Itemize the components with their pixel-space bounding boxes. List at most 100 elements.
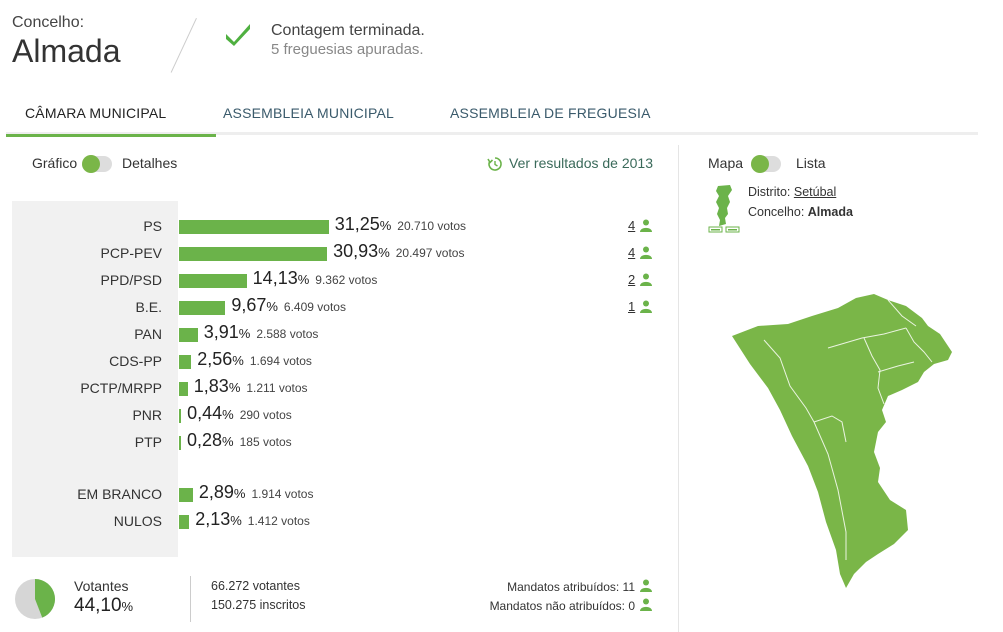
result-row: PCP-PEV 30,93% 20.497 votos 4: [12, 241, 652, 265]
seats-link[interactable]: 1: [628, 299, 636, 314]
result-percent: 31,25% 20.710 votos: [335, 214, 466, 235]
party-name: PNR: [132, 407, 162, 423]
percent-value: 9,67: [231, 295, 267, 315]
result-percent: 14,13% 9.362 votos: [253, 268, 378, 289]
view-toggle: Gráfico Detalhes: [32, 155, 177, 173]
result-percent: 30,93% 20.497 votos: [333, 241, 464, 262]
graph-option[interactable]: Gráfico: [32, 155, 78, 171]
turnout-label: Votantes: [74, 578, 129, 594]
result-bar: [179, 436, 181, 450]
result-percent: 2,89% 1.914 votos: [199, 482, 314, 503]
tab-assembleia-municipal[interactable]: ASSEMBLEIA MUNICIPAL: [223, 105, 395, 121]
view-switch[interactable]: [82, 155, 112, 173]
vote-count: 1.211 votos: [246, 381, 308, 395]
result-row: B.E. 9,67% 6.409 votos 1: [12, 295, 652, 319]
parishes-counted: 5 freguesias apuradas.: [271, 41, 424, 58]
party-name: PTP: [134, 434, 162, 450]
details-option[interactable]: Detalhes: [122, 155, 178, 171]
vote-count: 6.409 votos: [283, 300, 346, 314]
result-bar: [179, 515, 190, 529]
party-name: PS: [143, 218, 162, 234]
voters-count: 66.272 votantes: [211, 579, 300, 593]
party-name: B.E.: [135, 299, 162, 315]
vote-count: 1.914 votos: [251, 487, 314, 501]
party-name: CDS-PP: [109, 353, 162, 369]
result-bar: [179, 328, 198, 342]
district-label: Distrito:: [748, 185, 791, 199]
turnout-pie: [14, 578, 56, 625]
result-bar: [179, 488, 193, 502]
percent-value: 1,83: [193, 376, 229, 396]
portugal-mini-map[interactable]: [708, 184, 742, 239]
percent-value: 0,28: [187, 430, 223, 450]
council-info: Concelho: Almada: [748, 205, 853, 219]
seats-link[interactable]: 2: [628, 272, 636, 287]
labels-panel: [12, 201, 178, 557]
result-row: EM BRANCO 2,89% 1.914 votos: [12, 482, 652, 506]
checkmark-icon: [224, 22, 252, 51]
party-name: PPD/PSD: [100, 272, 162, 288]
almada-map[interactable]: [728, 292, 960, 595]
result-row: CDS-PP 2,56% 1.694 votos: [12, 349, 652, 373]
vote-count: 290 votos: [239, 408, 292, 422]
column-divider: [678, 145, 679, 632]
percent-value: 14,13: [252, 268, 298, 288]
header-divider: [170, 18, 197, 73]
vote-count: 1.412 votos: [247, 514, 310, 528]
percent-sign: %: [228, 380, 241, 395]
switch-knob: [82, 155, 100, 173]
tab-assembleia-freguesia[interactable]: ASSEMBLEIA DE FREGUESIA: [450, 105, 651, 121]
person-icon: [640, 219, 652, 232]
party-name: PAN: [134, 326, 162, 342]
history-icon: [487, 157, 502, 171]
switch-knob: [751, 155, 769, 173]
percent-sign: %: [222, 407, 234, 422]
turnout-percent-value: 44,10: [74, 595, 122, 616]
vote-count: 1.694 votos: [249, 354, 312, 368]
result-row: PAN 3,91% 2.588 votos: [12, 322, 652, 346]
council-label: Concelho:: [12, 14, 85, 31]
map-toggle: Mapa Lista: [708, 155, 826, 173]
percent-sign: %: [222, 434, 234, 449]
party-name: NULOS: [113, 513, 162, 529]
result-row: PTP 0,28% 185 votos: [12, 430, 652, 454]
percent-sign: %: [297, 272, 310, 287]
result-bar: [179, 220, 329, 234]
percent-value: 30,93: [333, 241, 379, 261]
percent-sign: %: [266, 299, 278, 314]
result-bar: [179, 355, 192, 369]
result-bar: [179, 301, 226, 315]
vote-count: 20.710 votos: [397, 219, 467, 233]
percent-value: 2,13: [195, 509, 231, 529]
percent-value: 31,25: [334, 214, 380, 234]
result-percent: 1,83% 1.211 votos: [194, 376, 308, 397]
percent-value: 3,91: [203, 322, 239, 342]
result-percent: 0,44% 290 votos: [187, 403, 292, 424]
party-name: PCP-PEV: [100, 245, 162, 261]
result-bar: [179, 409, 182, 423]
seats-link[interactable]: 4: [628, 218, 636, 233]
election-tabs: CÂMARA MUNICIPAL ASSEMBLEIA MUNICIPAL AS…: [6, 100, 978, 137]
percent-sign: %: [121, 599, 134, 614]
result-bar: [179, 274, 247, 288]
percent-sign: %: [378, 245, 390, 260]
percent-sign: %: [233, 486, 246, 501]
district-link[interactable]: Setúbal: [793, 185, 837, 199]
map-option[interactable]: Mapa: [708, 155, 744, 171]
list-option[interactable]: Lista: [796, 155, 826, 171]
percent-sign: %: [379, 218, 392, 233]
tab-label: CÂMARA MUNICIPAL: [25, 105, 167, 121]
map-switch[interactable]: [751, 155, 781, 173]
vote-count: 20.497 votos: [395, 246, 465, 260]
tab-camara-municipal[interactable]: CÂMARA MUNICIPAL: [6, 105, 216, 137]
seats-link[interactable]: 4: [628, 245, 636, 260]
percent-value: 0,44: [187, 403, 223, 423]
party-name: EM BRANCO: [77, 486, 162, 502]
result-row: NULOS 2,13% 1.412 votos: [12, 509, 652, 533]
percent-value: 2,56: [197, 349, 233, 369]
council-info-name: Almada: [807, 205, 853, 219]
result-percent: 3,91% 2.588 votos: [204, 322, 319, 343]
result-row: PPD/PSD 14,13% 9.362 votos 2: [12, 268, 652, 292]
mandates-unassigned: Mandatos não atribuídos: 0: [489, 599, 635, 613]
result-row: PS 31,25% 20.710 votos 4: [12, 214, 652, 238]
